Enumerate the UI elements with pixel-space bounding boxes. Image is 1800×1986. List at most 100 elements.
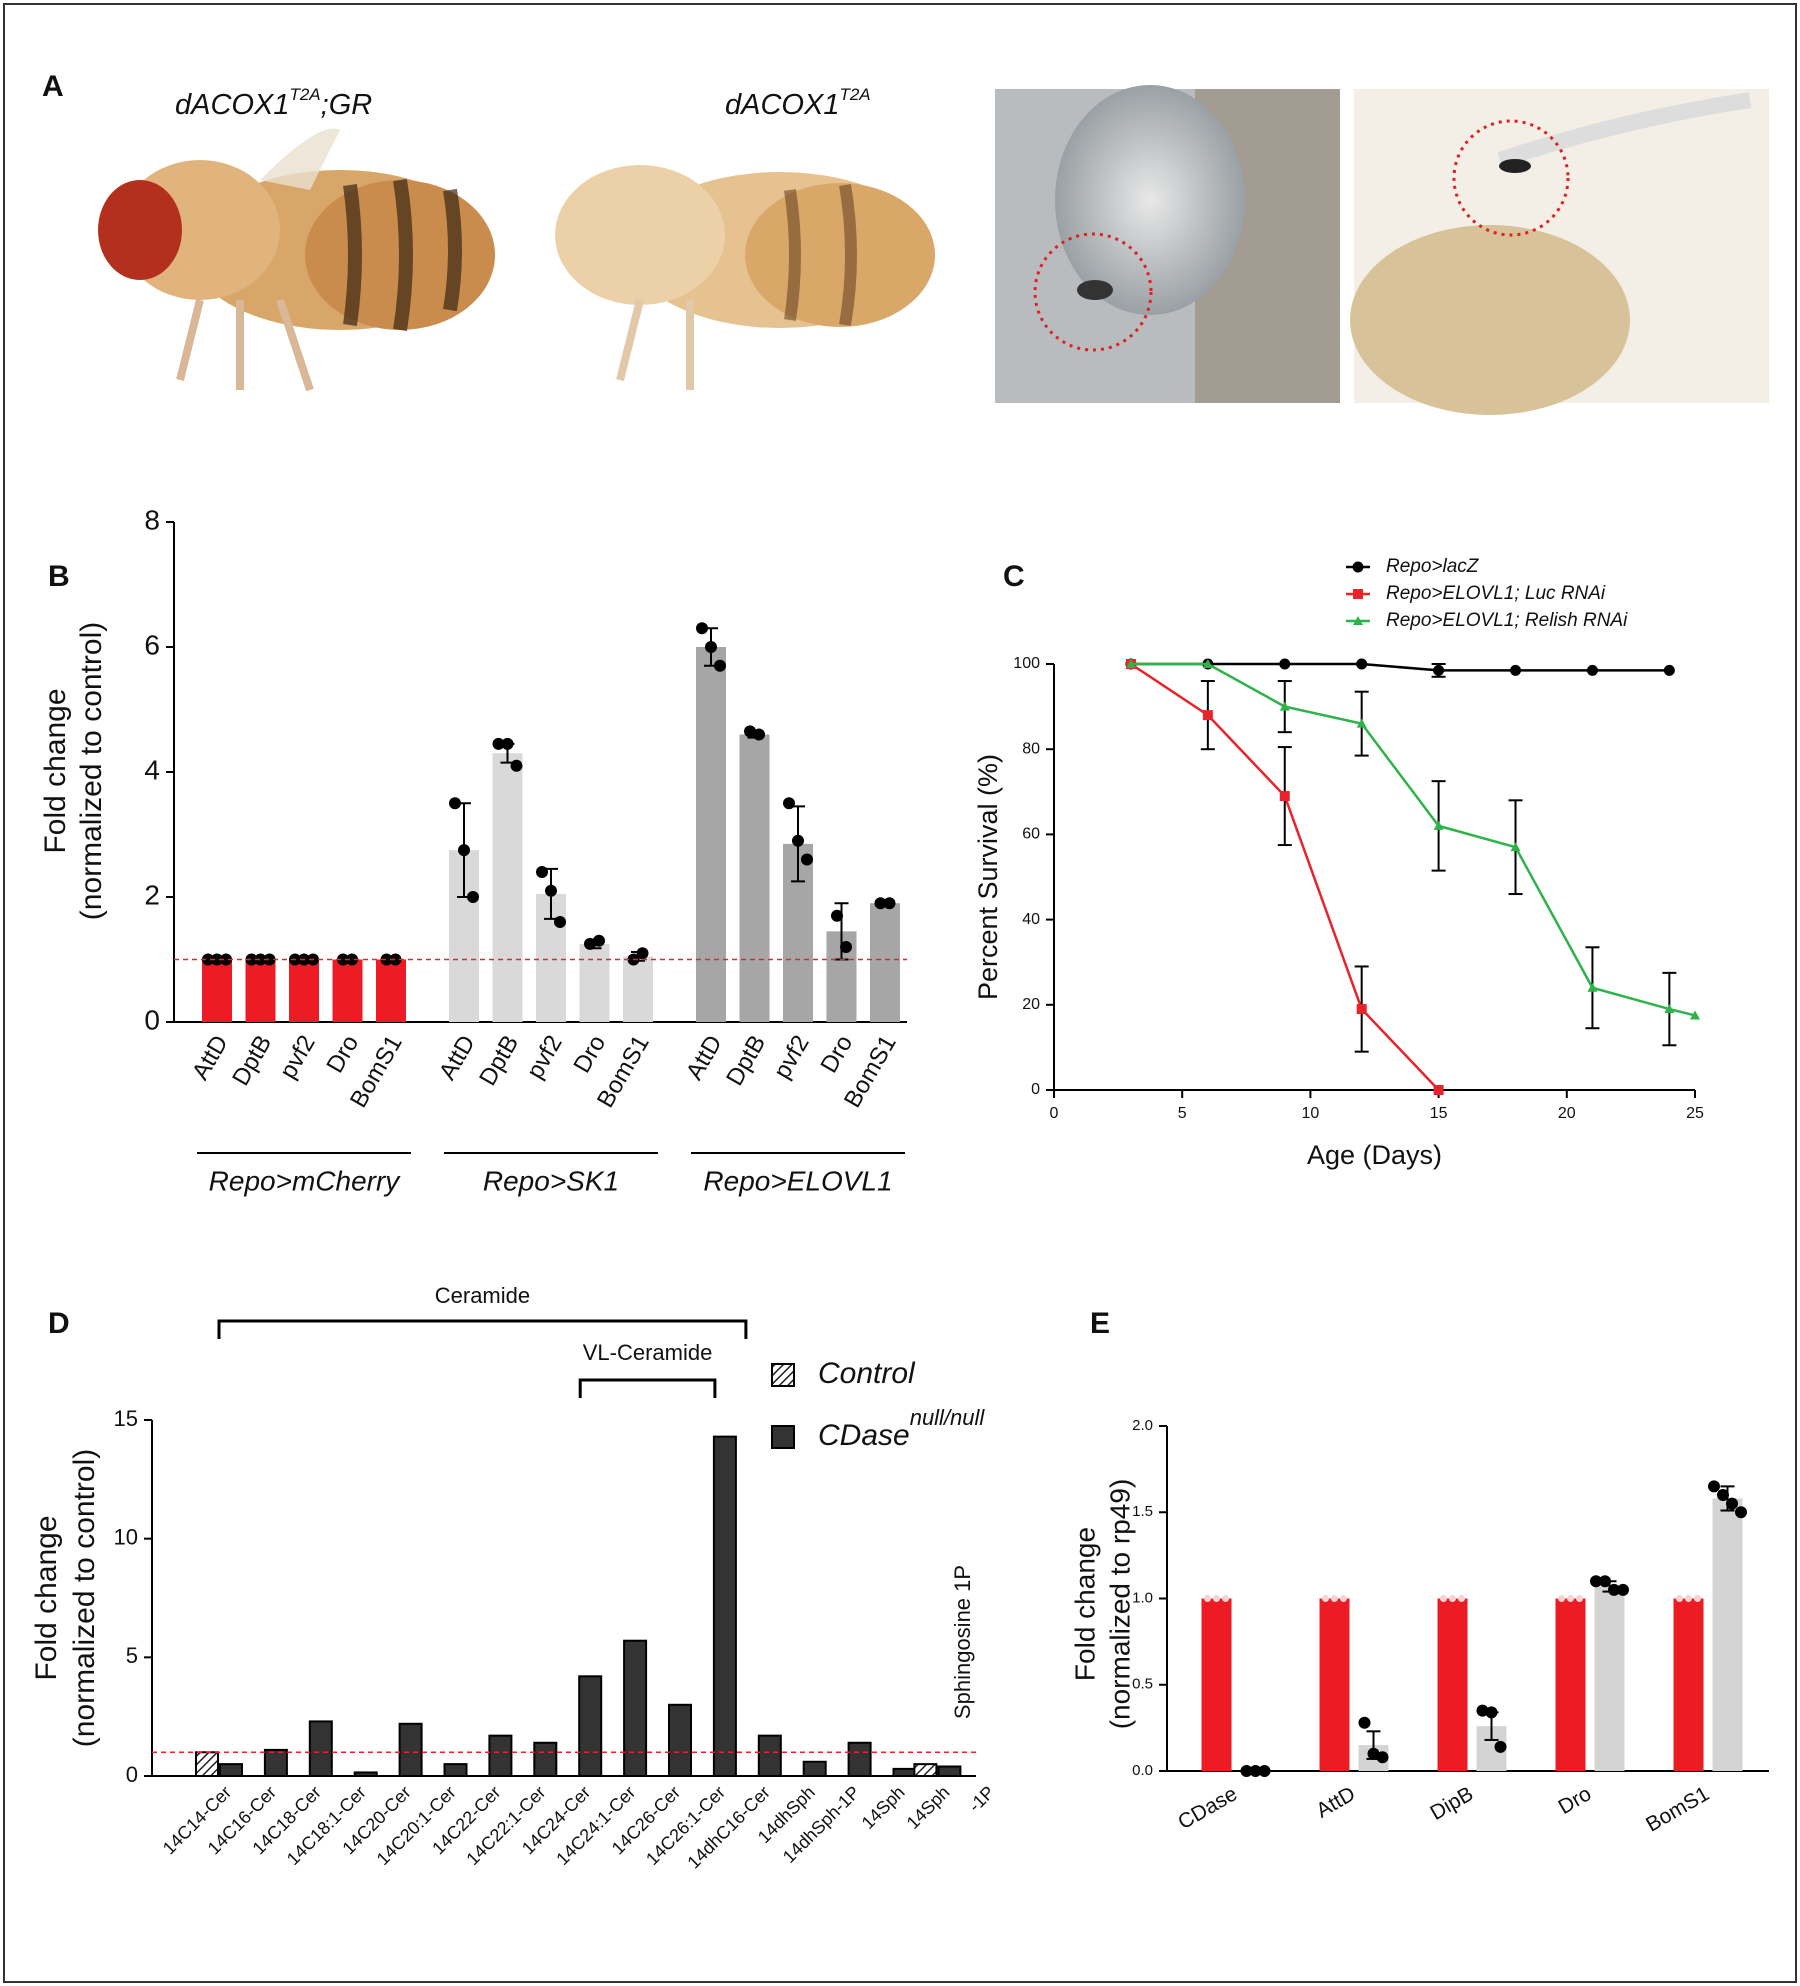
bar xyxy=(668,1703,692,1778)
x-tick-label: DptB xyxy=(721,1031,771,1091)
x-axis-label: Age (Days) xyxy=(1307,1140,1442,1170)
legend-label: Repo>lacZ xyxy=(1386,556,1480,577)
data-point xyxy=(1222,1595,1229,1602)
marker xyxy=(1664,1004,1675,1014)
y-tick-label: 5 xyxy=(126,1643,138,1668)
y-tick-label: 0.5 xyxy=(1132,1676,1153,1693)
panel-label: D xyxy=(48,1307,70,1340)
y-tick-label: 20 xyxy=(1022,996,1040,1013)
bar xyxy=(847,1741,872,1777)
x-tick-label: 14Sph xyxy=(858,1782,909,1833)
y-tick-label: 100 xyxy=(1013,655,1040,672)
bar xyxy=(492,753,523,1022)
bar xyxy=(1319,1598,1350,1771)
data-point xyxy=(792,834,804,847)
fly-wing-photo xyxy=(1350,89,1769,415)
data-point xyxy=(801,853,813,866)
marker xyxy=(1353,616,1363,625)
data-point xyxy=(458,844,470,857)
data-point xyxy=(1458,1595,1465,1602)
marker xyxy=(1433,820,1444,830)
data-point xyxy=(467,891,479,903)
data-point xyxy=(1694,1595,1701,1602)
data-point xyxy=(1717,1489,1729,1501)
data-point xyxy=(1590,1575,1602,1588)
marker xyxy=(1586,664,1598,676)
data-point xyxy=(1358,1716,1371,1729)
legend-label: CDasenull/null xyxy=(818,1405,985,1452)
y-axis-label: Fold change xyxy=(39,688,72,853)
data-point xyxy=(753,728,765,741)
data-point xyxy=(783,797,795,810)
marker xyxy=(1690,1010,1700,1020)
marker xyxy=(1433,1085,1444,1095)
data-point xyxy=(1576,1595,1583,1602)
bar xyxy=(202,959,232,1022)
bar xyxy=(1201,1598,1232,1771)
data-point xyxy=(1567,1595,1574,1602)
marker xyxy=(1356,658,1368,670)
data-point xyxy=(346,953,358,966)
data-point xyxy=(1322,1595,1329,1602)
annotation: Ceramide xyxy=(435,1283,530,1308)
bar xyxy=(308,1720,333,1777)
data-point xyxy=(1599,1575,1611,1588)
marker xyxy=(1663,664,1675,676)
marker xyxy=(1352,561,1364,573)
y-tick-label: 1.0 xyxy=(1132,1589,1153,1606)
data-point xyxy=(254,953,267,966)
x-tick-label: AttD xyxy=(1312,1782,1359,1822)
y-tick-label: 40 xyxy=(1022,911,1040,928)
y-axis-label: Percent Survival (%) xyxy=(973,754,1003,1000)
legend-label: Repo>ELOVL1; Luc RNAi xyxy=(1386,583,1606,604)
group-label: Repo>ELOVL1 xyxy=(703,1165,892,1196)
data-point xyxy=(874,897,887,910)
y-tick-label: 6 xyxy=(144,629,160,660)
group-label: Repo>SK1 xyxy=(483,1165,619,1196)
marker xyxy=(1510,842,1521,852)
data-point xyxy=(1204,1595,1211,1602)
x-tick-label: 14Sph xyxy=(903,1782,954,1833)
x-tick-label: 25 xyxy=(1686,1105,1704,1122)
data-point xyxy=(1708,1480,1720,1493)
panel-label: C xyxy=(1003,560,1025,593)
x-tick-label: DptB xyxy=(474,1031,524,1091)
legend-text: Control xyxy=(818,1357,916,1390)
marker xyxy=(1125,659,1136,668)
y-tick-label: 4 xyxy=(144,754,160,785)
bar xyxy=(533,1741,558,1777)
data-point xyxy=(705,641,717,653)
data-point xyxy=(1240,1765,1253,1777)
data-point xyxy=(211,953,223,966)
bar xyxy=(263,1748,288,1777)
x-tick-label: pvf2 xyxy=(522,1031,568,1084)
legend-label: Control xyxy=(818,1357,916,1390)
data-point xyxy=(554,916,566,928)
x-tick-label: Dro xyxy=(321,1031,364,1078)
bar xyxy=(623,1639,648,1777)
x-tick-label: BomS1 xyxy=(1642,1782,1713,1836)
x-tick-label: 20 xyxy=(1558,1105,1576,1122)
data-point xyxy=(1726,1497,1738,1510)
fly-photo xyxy=(555,165,935,390)
fly-head-photo xyxy=(995,85,1340,403)
bar xyxy=(1555,1598,1586,1771)
marker xyxy=(1202,710,1213,721)
data-point xyxy=(1608,1583,1620,1596)
data-point xyxy=(220,953,232,966)
marker xyxy=(1356,1004,1367,1015)
y-tick-label: 60 xyxy=(1022,826,1040,843)
bar xyxy=(892,1767,917,1778)
bar xyxy=(219,1763,243,1777)
bracket xyxy=(217,1319,748,1339)
bar xyxy=(1594,1586,1625,1771)
x-tick-label: CDase xyxy=(1174,1782,1241,1834)
bar xyxy=(488,1734,513,1777)
data-point xyxy=(593,934,605,947)
marker xyxy=(1587,982,1598,992)
caption-text: ;GR xyxy=(321,89,373,121)
data-point xyxy=(840,941,852,953)
y-axis-label: Fold change xyxy=(1069,1527,1100,1681)
